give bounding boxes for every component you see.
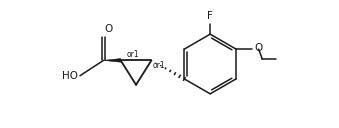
Text: O: O xyxy=(255,43,263,53)
Text: O: O xyxy=(104,24,113,34)
Text: F: F xyxy=(207,11,213,21)
Polygon shape xyxy=(103,59,121,62)
Text: or1: or1 xyxy=(152,61,165,70)
Text: or1: or1 xyxy=(127,50,140,59)
Text: HO: HO xyxy=(62,71,78,81)
